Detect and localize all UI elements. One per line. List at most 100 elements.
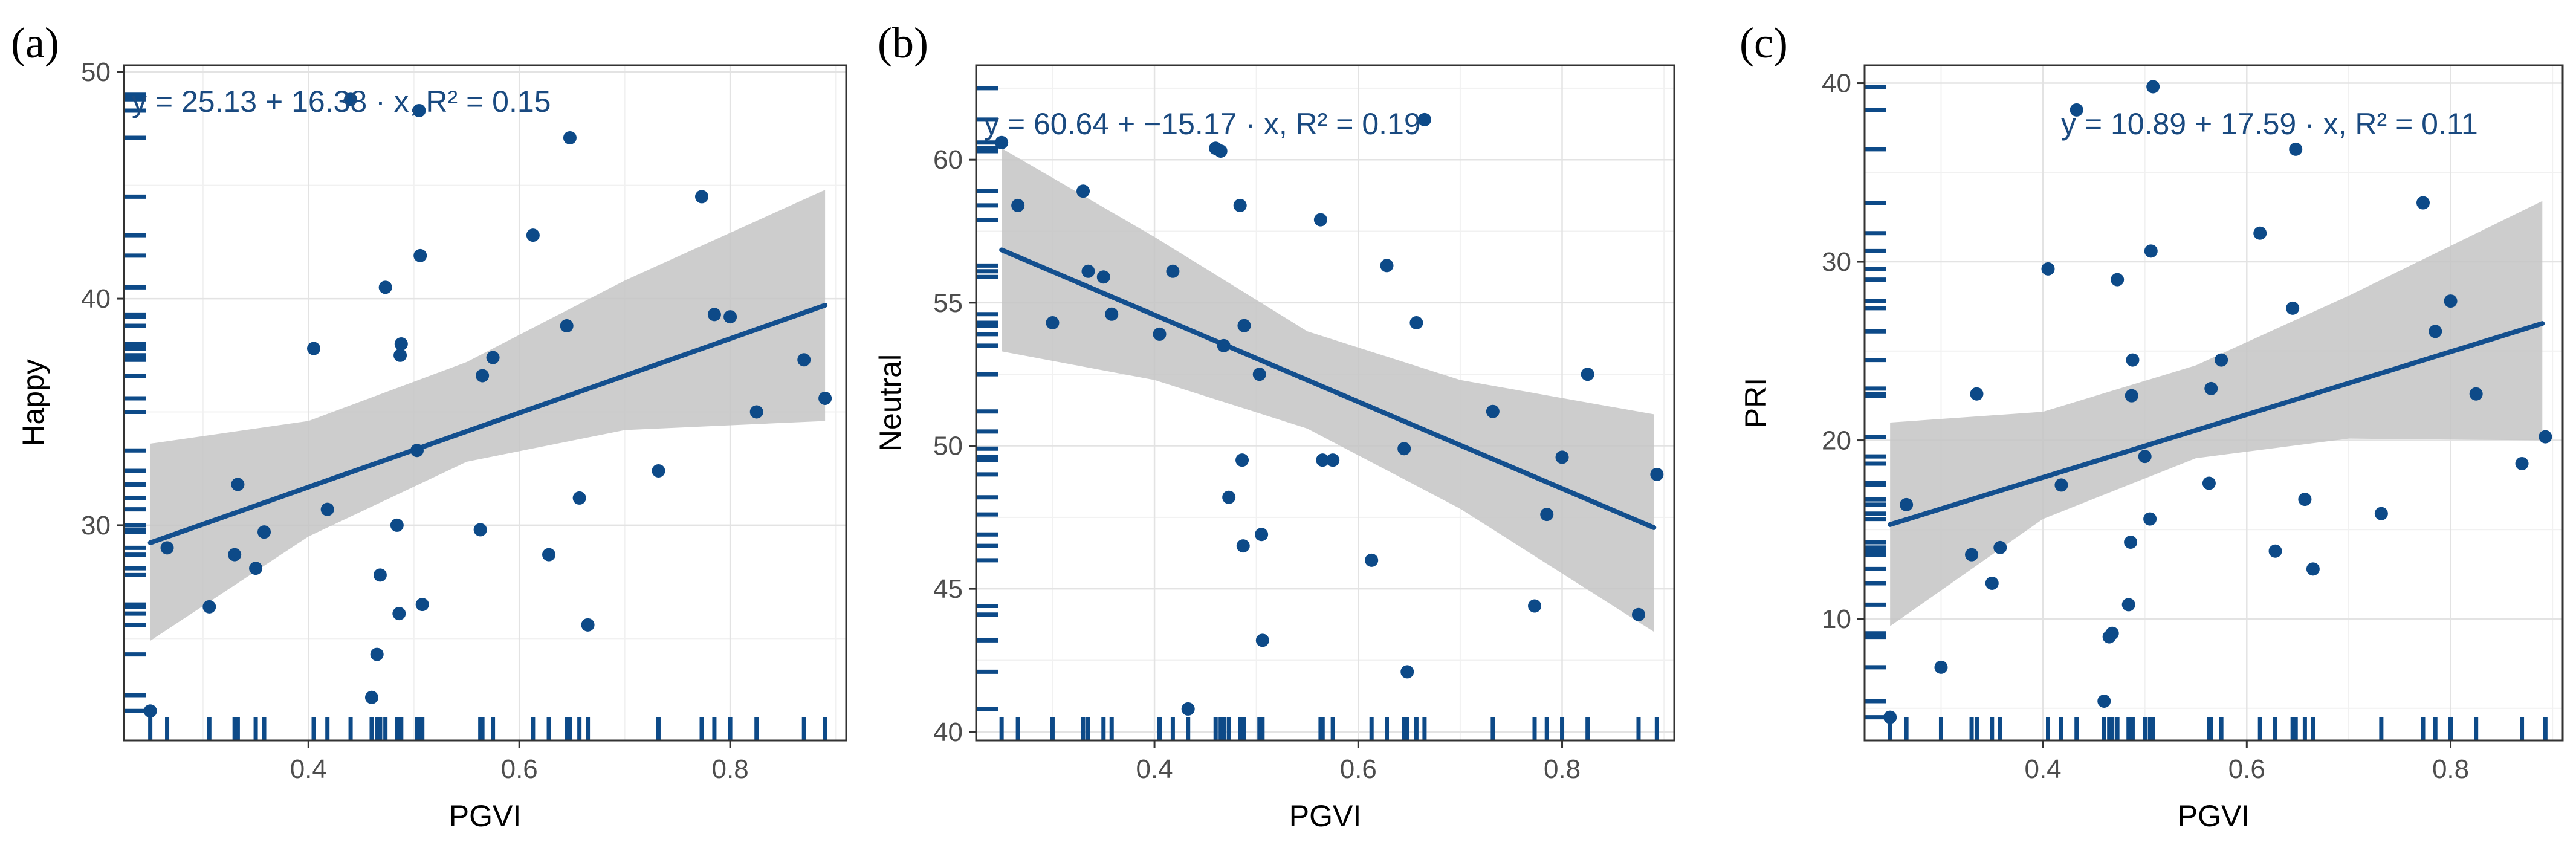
data-point: [373, 568, 387, 582]
panel-border: [1863, 64, 2564, 742]
data-point: [2202, 476, 2216, 490]
panel-border: [975, 64, 1675, 742]
data-point: [2054, 478, 2068, 492]
data-point: [1255, 528, 1269, 542]
data-point: [2146, 80, 2160, 94]
data-point: [1540, 508, 1554, 522]
data-point: [2469, 387, 2483, 401]
data-point: [2416, 196, 2430, 210]
data-point: [2429, 325, 2442, 338]
data-point: [1650, 467, 1664, 481]
data-point: [1380, 259, 1394, 273]
data-point: [160, 541, 174, 555]
data-point: [393, 348, 407, 362]
x-tick-label: 0.4: [290, 754, 327, 784]
data-point: [1316, 453, 1330, 467]
data-point: [2204, 381, 2218, 395]
data-point: [1255, 633, 1269, 647]
panel-label: (a): [11, 19, 59, 67]
data-point: [1581, 368, 1594, 381]
data-point: [1217, 338, 1231, 352]
y-tick-label: 20: [1822, 426, 1851, 456]
y-tick-label: 40: [81, 284, 111, 314]
plot-area: [124, 92, 832, 740]
data-point: [412, 103, 426, 117]
data-point: [143, 704, 157, 718]
regression-equation: y = 25.13 + 16.38 · x, R² = 0.15: [132, 85, 551, 118]
y-tick-label: 30: [81, 511, 111, 540]
y-tick-label: 50: [933, 431, 963, 461]
plot-area: [976, 86, 1664, 740]
data-point: [378, 280, 392, 294]
data-point: [526, 228, 540, 242]
x-tick-label: 0.6: [1340, 754, 1377, 784]
data-point: [249, 562, 263, 575]
data-point: [560, 319, 574, 333]
data-point: [476, 369, 490, 383]
panel-border: [123, 64, 847, 742]
y-tick-label: 30: [1822, 247, 1851, 277]
x-tick-label: 0.4: [1136, 754, 1173, 784]
data-point: [307, 342, 321, 355]
data-point: [1252, 368, 1266, 381]
data-point: [1486, 404, 1500, 418]
data-point: [2111, 273, 2125, 287]
y-tick-label: 55: [933, 288, 963, 318]
data-point: [1233, 198, 1247, 212]
y-tick-label: 50: [81, 57, 111, 87]
y-tick-label: 40: [1822, 69, 1851, 99]
data-point: [995, 135, 1009, 149]
data-point: [1313, 213, 1327, 227]
y-axis-title: PRI: [1739, 378, 1773, 428]
data-point: [2097, 694, 2111, 708]
data-point: [1409, 316, 1423, 329]
data-point: [797, 353, 811, 367]
data-point: [257, 525, 271, 539]
data-point: [2215, 353, 2228, 367]
x-axis-title: PGVI: [1289, 799, 1361, 833]
data-point: [2268, 544, 2282, 558]
panel-label: (c): [1739, 19, 1788, 67]
data-point: [392, 607, 406, 621]
x-axis-title: PGVI: [449, 799, 521, 833]
data-point: [2126, 353, 2140, 367]
data-point: [1400, 665, 1414, 679]
data-point: [1096, 270, 1110, 284]
data-point: [413, 248, 427, 262]
data-point: [486, 351, 500, 364]
y-tick-label: 10: [1822, 604, 1851, 634]
data-point: [231, 478, 245, 491]
data-point: [2144, 244, 2158, 258]
confidence-band: [1890, 201, 2543, 626]
regression-line: [999, 247, 1657, 530]
data-point: [1105, 307, 1119, 321]
data-point: [1222, 490, 1236, 504]
data-point: [2105, 626, 2119, 640]
data-point: [2121, 598, 2135, 612]
data-point: [202, 600, 216, 614]
x-tick-label: 0.6: [2228, 754, 2265, 784]
data-point: [2138, 450, 2152, 464]
data-point: [1046, 316, 1060, 329]
data-point: [695, 190, 708, 204]
data-point: [1076, 184, 1090, 198]
y-tick-label: 40: [933, 717, 963, 747]
data-point: [1214, 144, 1228, 158]
data-point: [2539, 430, 2552, 444]
data-point: [581, 618, 595, 632]
data-point: [1993, 540, 2007, 554]
data-point: [723, 310, 737, 324]
data-point: [1326, 453, 1340, 467]
data-point: [1934, 660, 1948, 674]
y-axis-title: Happy: [16, 359, 50, 447]
data-point: [1970, 387, 1984, 401]
confidence-band: [150, 190, 826, 641]
x-tick-label: 0.4: [2024, 754, 2061, 784]
data-point: [1236, 539, 1250, 553]
data-point: [2298, 493, 2312, 507]
data-point: [2374, 507, 2388, 520]
panel-b: 0.4 0.6 0.8 40 45 50 55 60 PGVI Neutral y = 60.64 …: [873, 19, 1675, 833]
data-point: [394, 337, 408, 351]
regression-equation: y = 60.64 + −15.17 · x, R² = 0.19: [984, 107, 1421, 141]
